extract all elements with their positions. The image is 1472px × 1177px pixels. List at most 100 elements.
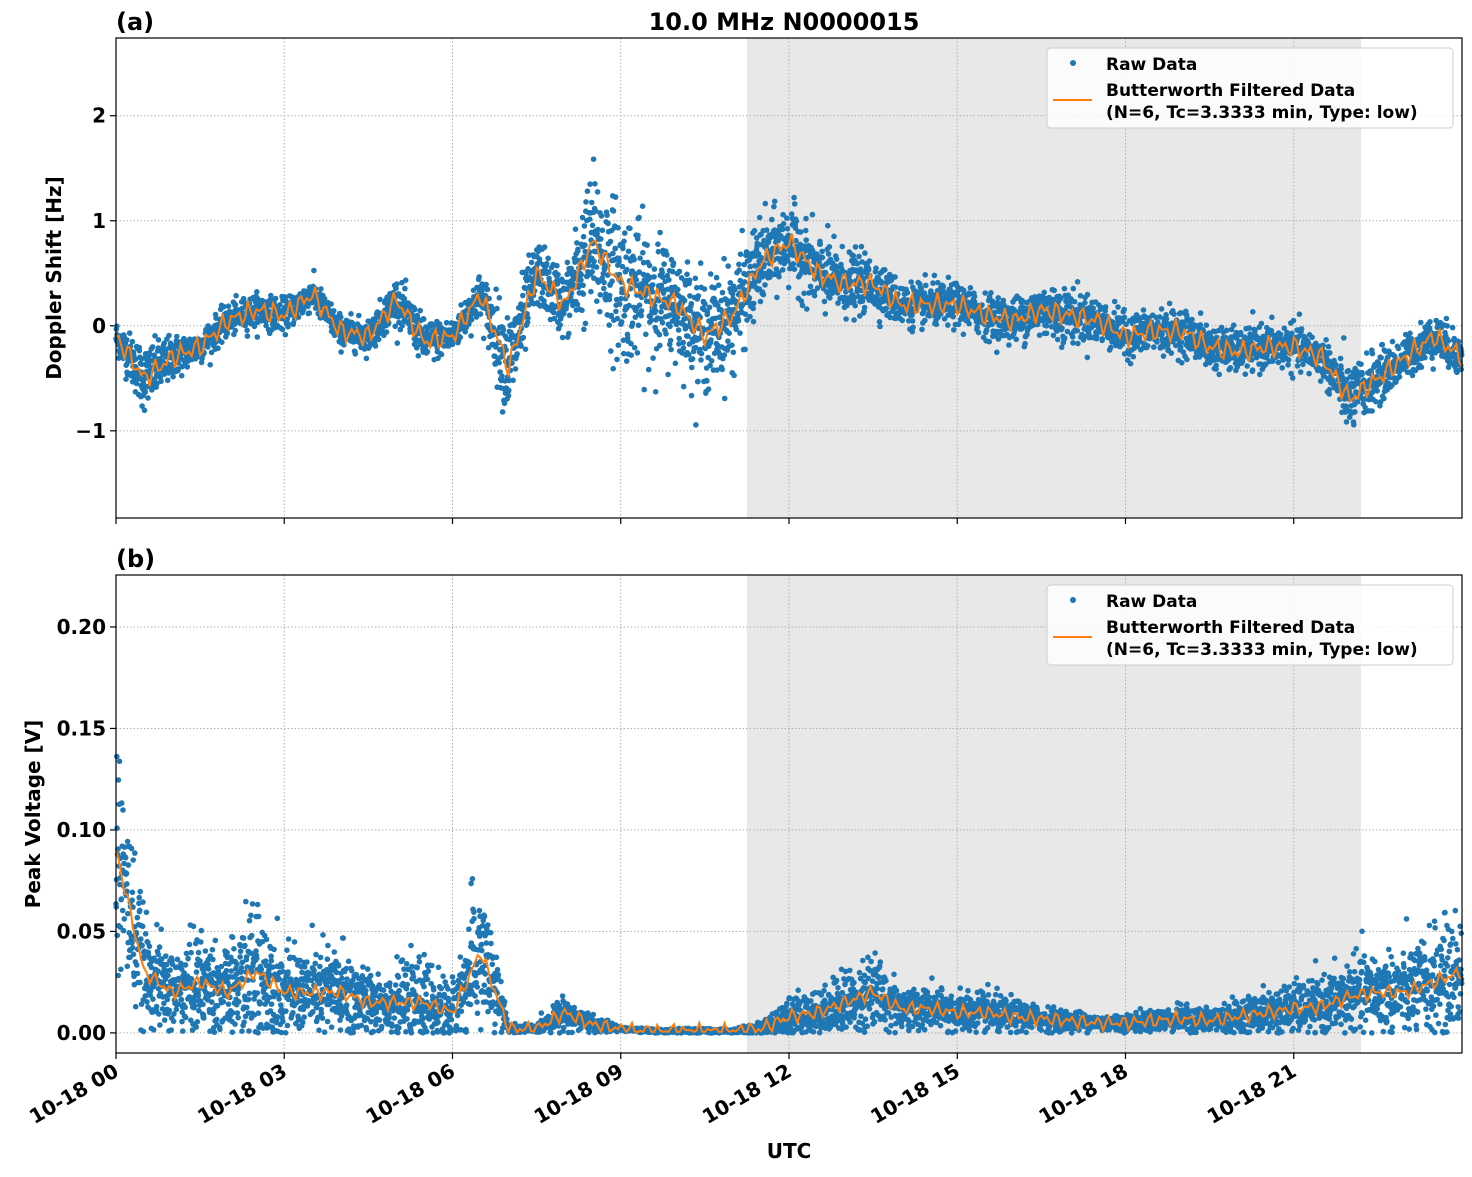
raw-data-point [458, 335, 464, 341]
raw-data-point [677, 269, 683, 275]
raw-data-point [785, 226, 791, 232]
raw-data-point [1243, 371, 1249, 377]
raw-data-point [244, 328, 250, 334]
raw-data-point [616, 342, 622, 348]
raw-data-point [851, 317, 857, 323]
raw-data-point [1094, 334, 1100, 340]
raw-data-point [1128, 361, 1134, 367]
raw-data-point [708, 337, 714, 343]
raw-data-point [1184, 357, 1190, 363]
raw-data-point [827, 295, 833, 301]
raw-data-point [1189, 317, 1195, 323]
raw-data-point [226, 303, 232, 309]
raw-data-point [966, 321, 972, 327]
raw-data-point [808, 284, 814, 290]
y-tick-label: 1 [92, 209, 106, 233]
raw-data-point [523, 346, 529, 352]
raw-data-point [731, 350, 737, 356]
raw-data-point [862, 305, 868, 311]
raw-data-point [215, 345, 221, 351]
raw-data-point [995, 295, 1001, 301]
raw-data-point [716, 282, 722, 288]
raw-data-point [1085, 292, 1091, 298]
raw-data-point [373, 343, 379, 349]
raw-data-point [655, 241, 661, 247]
raw-data-point [664, 252, 670, 258]
raw-data-point [571, 270, 577, 276]
raw-data-point [761, 292, 767, 298]
raw-data-point [567, 313, 573, 319]
raw-data-point [1422, 355, 1428, 361]
raw-data-point [951, 327, 957, 333]
raw-data-point [599, 213, 605, 219]
raw-data-point [555, 272, 561, 278]
raw-data-point [600, 228, 606, 234]
raw-data-point [961, 332, 967, 338]
raw-data-point [636, 215, 642, 221]
raw-data-point [1257, 372, 1263, 378]
raw-data-point [922, 318, 928, 324]
raw-data-point [1338, 356, 1344, 362]
raw-data-point [500, 409, 506, 415]
raw-data-point [1198, 310, 1204, 316]
raw-data-point [280, 327, 286, 333]
raw-data-point [1333, 362, 1339, 368]
raw-data-point [644, 242, 650, 248]
raw-data-point [1044, 331, 1050, 337]
raw-data-point [684, 272, 690, 278]
raw-data-point [581, 291, 587, 297]
raw-data-point [1359, 372, 1365, 378]
raw-data-point [934, 322, 940, 328]
raw-data-point [900, 318, 906, 324]
raw-data-point [635, 233, 641, 239]
raw-data-point [348, 311, 354, 317]
raw-data-point [1013, 337, 1019, 343]
raw-data-point [638, 313, 644, 319]
raw-data-point [686, 352, 692, 358]
raw-data-point [1228, 365, 1234, 371]
raw-data-point [1427, 319, 1433, 325]
raw-data-point [831, 234, 837, 240]
raw-data-point [771, 204, 777, 210]
raw-data-point [589, 269, 595, 275]
raw-data-point [772, 199, 778, 205]
raw-data-point [689, 393, 695, 399]
raw-data-point [1051, 288, 1057, 294]
raw-data-point [736, 318, 742, 324]
raw-data-point [905, 290, 911, 296]
raw-data-point [1259, 321, 1265, 327]
raw-data-point [476, 274, 482, 280]
raw-data-point [1346, 368, 1352, 374]
raw-data-point [641, 387, 647, 393]
raw-data-point [1159, 332, 1165, 338]
raw-data-point [496, 360, 502, 366]
raw-data-point [1291, 318, 1297, 324]
raw-data-point [283, 332, 289, 338]
raw-data-point [587, 181, 593, 187]
raw-data-point [757, 215, 763, 221]
raw-data-point [1369, 408, 1375, 414]
raw-data-point [693, 276, 699, 282]
raw-data-point [657, 332, 663, 338]
raw-data-point [667, 324, 673, 330]
raw-data-point [680, 340, 686, 346]
raw-data-point [384, 329, 390, 335]
raw-data-point [1430, 366, 1436, 372]
raw-data-point [1085, 355, 1091, 361]
raw-data-point [579, 308, 585, 314]
raw-data-point [853, 244, 859, 250]
raw-data-point [1141, 307, 1147, 313]
raw-data-point [594, 298, 600, 304]
raw-data-point [1407, 331, 1413, 337]
raw-data-point [637, 255, 643, 261]
raw-data-point [643, 332, 649, 338]
raw-data-point [762, 282, 768, 288]
raw-data-point [219, 339, 225, 345]
raw-data-point [1378, 355, 1384, 361]
raw-data-point [606, 322, 612, 328]
raw-data-point [1111, 310, 1117, 316]
raw-data-point [506, 388, 512, 394]
raw-data-point [1062, 286, 1068, 292]
raw-data-point [725, 263, 731, 269]
